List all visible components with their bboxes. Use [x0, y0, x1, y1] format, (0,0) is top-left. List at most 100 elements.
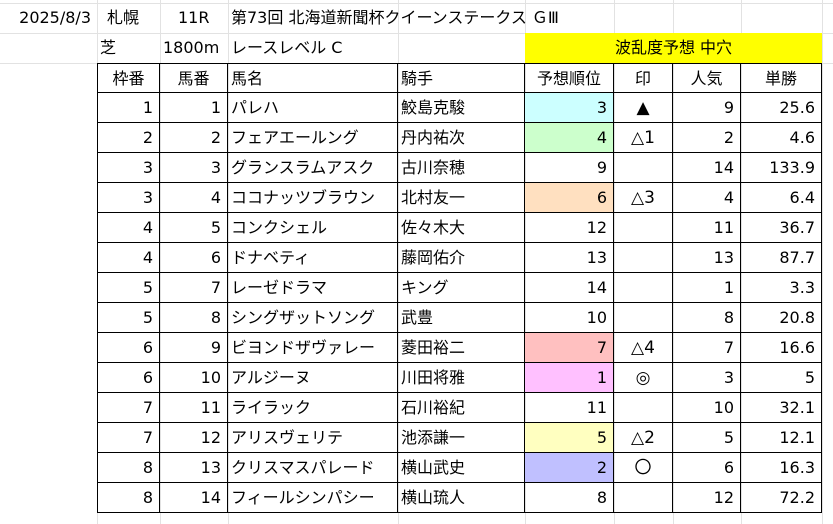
venue-cell[interactable]: 札幌 [107, 8, 140, 27]
popularity-cell[interactable]: 9 [673, 93, 741, 123]
horse-name-cell[interactable]: パレハ [228, 93, 398, 123]
odds-cell[interactable]: 36.7 [741, 213, 822, 243]
popularity-cell[interactable]: 6 [673, 453, 741, 483]
popularity-cell[interactable]: 4 [673, 183, 741, 213]
jockey-cell[interactable]: 石川裕紀 [398, 393, 525, 423]
umaban-cell[interactable]: 10 [160, 363, 228, 393]
rank-cell[interactable]: 10 [525, 303, 614, 333]
waku-cell[interactable]: 5 [97, 273, 160, 303]
jockey-cell[interactable]: 丹内祐次 [398, 123, 525, 153]
waku-cell[interactable]: 3 [97, 183, 160, 213]
odds-cell[interactable]: 3.3 [741, 273, 822, 303]
odds-cell[interactable]: 20.8 [741, 303, 822, 333]
waku-cell[interactable]: 4 [97, 213, 160, 243]
jockey-cell[interactable]: 鮫島克駿 [398, 93, 525, 123]
mark-cell[interactable]: ▲ [614, 93, 673, 123]
jockey-cell[interactable]: 川田将雅 [398, 363, 525, 393]
mark-cell[interactable]: ◎ [614, 363, 673, 393]
mark-cell[interactable] [614, 273, 673, 303]
col-header-umaban[interactable]: 馬番 [160, 63, 228, 93]
waku-cell[interactable]: 8 [97, 483, 160, 513]
horse-name-cell[interactable]: ココナッツブラウン [228, 183, 398, 213]
popularity-cell[interactable]: 1 [673, 273, 741, 303]
mark-cell[interactable] [614, 393, 673, 423]
umaban-cell[interactable]: 12 [160, 423, 228, 453]
popularity-cell[interactable]: 7 [673, 333, 741, 363]
popularity-cell[interactable]: 8 [673, 303, 741, 333]
jockey-cell[interactable]: 武豊 [398, 303, 525, 333]
popularity-cell[interactable]: 5 [673, 423, 741, 453]
col-header-odds[interactable]: 単勝 [741, 63, 822, 93]
horse-name-cell[interactable]: フェアエールング [228, 123, 398, 153]
race-title-cell[interactable]: 第73回 北海道新聞杯クイーンステークス ＧⅢ [231, 8, 559, 27]
jockey-cell[interactable]: 菱田裕二 [398, 333, 525, 363]
mark-cell[interactable] [614, 303, 673, 333]
jockey-cell[interactable]: キング [398, 273, 525, 303]
horse-name-cell[interactable]: フィールシンパシー [228, 483, 398, 513]
mark-cell[interactable] [614, 243, 673, 273]
waku-cell[interactable]: 7 [97, 423, 160, 453]
odds-cell[interactable]: 4.6 [741, 123, 822, 153]
popularity-cell[interactable]: 13 [673, 243, 741, 273]
jockey-cell[interactable]: 横山琉人 [398, 483, 525, 513]
jockey-cell[interactable]: 池添謙一 [398, 423, 525, 453]
col-header-rank[interactable]: 予想順位 [525, 63, 614, 93]
col-header-jockey[interactable]: 騎手 [398, 63, 525, 93]
rank-cell[interactable]: 11 [525, 393, 614, 423]
rank-cell[interactable]: 1 [525, 363, 614, 393]
odds-cell[interactable]: 87.7 [741, 243, 822, 273]
horse-name-cell[interactable]: ビヨンドザヴァレー [228, 333, 398, 363]
mark-cell[interactable]: △2 [614, 423, 673, 453]
rank-cell[interactable]: 14 [525, 273, 614, 303]
surface-cell[interactable]: 芝 [100, 38, 117, 57]
popularity-cell[interactable]: 3 [673, 363, 741, 393]
horse-name-cell[interactable]: コンクシェル [228, 213, 398, 243]
mark-cell[interactable]: 〇 [614, 453, 673, 483]
mark-cell[interactable] [614, 213, 673, 243]
rank-cell[interactable]: 2 [525, 453, 614, 483]
rank-cell[interactable]: 5 [525, 423, 614, 453]
umaban-cell[interactable]: 6 [160, 243, 228, 273]
rank-cell[interactable]: 8 [525, 483, 614, 513]
odds-cell[interactable]: 25.6 [741, 93, 822, 123]
rank-cell[interactable]: 13 [525, 243, 614, 273]
horse-name-cell[interactable]: ライラック [228, 393, 398, 423]
umaban-cell[interactable]: 1 [160, 93, 228, 123]
popularity-cell[interactable]: 10 [673, 393, 741, 423]
rank-cell[interactable]: 7 [525, 333, 614, 363]
horse-name-cell[interactable]: アルジーヌ [228, 363, 398, 393]
odds-cell[interactable]: 16.6 [741, 333, 822, 363]
jockey-cell[interactable]: 横山武史 [398, 453, 525, 483]
odds-cell[interactable]: 133.9 [741, 153, 822, 183]
forecast-cell[interactable]: 波乱度予想 中穴 [525, 33, 822, 63]
waku-cell[interactable]: 4 [97, 243, 160, 273]
umaban-cell[interactable]: 9 [160, 333, 228, 363]
waku-cell[interactable]: 2 [97, 123, 160, 153]
odds-cell[interactable]: 72.2 [741, 483, 822, 513]
odds-cell[interactable]: 5 [741, 363, 822, 393]
jockey-cell[interactable]: 北村友一 [398, 183, 525, 213]
waku-cell[interactable]: 6 [97, 363, 160, 393]
col-header-horse[interactable]: 馬名 [228, 63, 398, 93]
rank-cell[interactable]: 6 [525, 183, 614, 213]
horse-name-cell[interactable]: アリスヴェリテ [228, 423, 398, 453]
race-level-cell[interactable]: レースレベル C [231, 38, 343, 57]
umaban-cell[interactable]: 14 [160, 483, 228, 513]
umaban-cell[interactable]: 8 [160, 303, 228, 333]
odds-cell[interactable]: 12.1 [741, 423, 822, 453]
col-header-mark[interactable]: 印 [614, 63, 673, 93]
umaban-cell[interactable]: 2 [160, 123, 228, 153]
umaban-cell[interactable]: 5 [160, 213, 228, 243]
jockey-cell[interactable]: 藤岡佑介 [398, 243, 525, 273]
umaban-cell[interactable]: 13 [160, 453, 228, 483]
rank-cell[interactable]: 4 [525, 123, 614, 153]
mark-cell[interactable] [614, 153, 673, 183]
jockey-cell[interactable]: 古川奈穂 [398, 153, 525, 183]
horse-name-cell[interactable]: クリスマスパレード [228, 453, 398, 483]
umaban-cell[interactable]: 4 [160, 183, 228, 213]
waku-cell[interactable]: 3 [97, 153, 160, 183]
horse-name-cell[interactable]: ドナベティ [228, 243, 398, 273]
popularity-cell[interactable]: 11 [673, 213, 741, 243]
mark-cell[interactable]: △3 [614, 183, 673, 213]
date-cell[interactable]: 2025/8/3 [19, 8, 91, 27]
